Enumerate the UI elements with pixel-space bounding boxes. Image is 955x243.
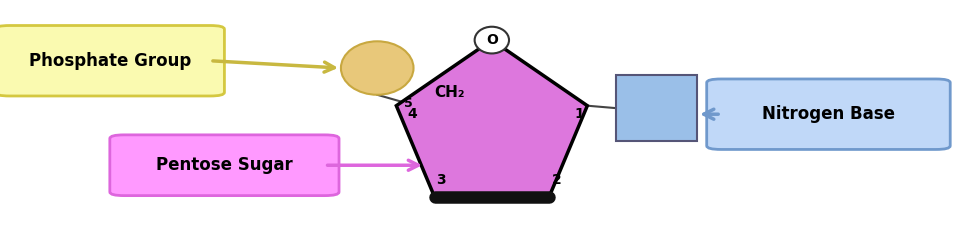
FancyBboxPatch shape bbox=[707, 79, 950, 149]
FancyBboxPatch shape bbox=[110, 135, 339, 196]
Text: Pentose Sugar: Pentose Sugar bbox=[156, 156, 293, 174]
FancyBboxPatch shape bbox=[0, 26, 224, 96]
Text: 2: 2 bbox=[552, 173, 562, 187]
Text: CH₂: CH₂ bbox=[435, 85, 465, 100]
Ellipse shape bbox=[341, 41, 414, 95]
Bar bbox=[616, 75, 697, 141]
Text: 4: 4 bbox=[408, 107, 417, 121]
Polygon shape bbox=[396, 40, 587, 197]
Text: 5: 5 bbox=[404, 97, 413, 110]
Ellipse shape bbox=[475, 27, 509, 53]
Text: Phosphate Group: Phosphate Group bbox=[29, 52, 191, 70]
Text: Nitrogen Base: Nitrogen Base bbox=[762, 105, 895, 123]
Text: 3: 3 bbox=[436, 173, 446, 187]
Text: 1: 1 bbox=[575, 107, 584, 121]
Text: O: O bbox=[486, 33, 498, 47]
